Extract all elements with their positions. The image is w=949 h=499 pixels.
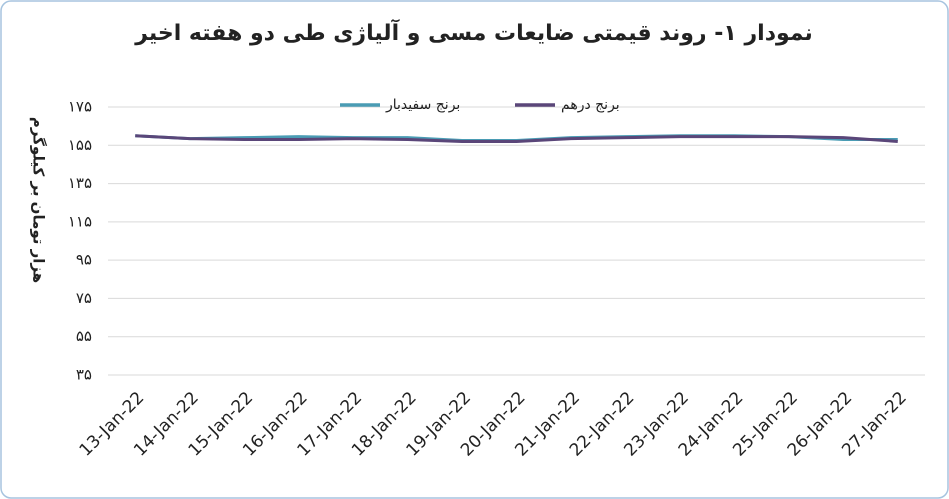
y-tick-label: ۱۱۵ [68, 212, 92, 230]
series-line [135, 134, 898, 143]
legend-label: برنج درهم [561, 97, 620, 113]
y-tick-label: ۵۵ [76, 327, 92, 345]
y-tick-label: ۱۵۵ [68, 136, 92, 154]
chart-title: نمودار ۱- روند قیمتی ضایعات مسی و آلیاژی… [134, 18, 813, 46]
y-tick-label: ۷۵ [76, 289, 92, 307]
y-tick-label: ۳۵ [76, 366, 92, 384]
legend-label: برنج سفیدبار [385, 97, 460, 113]
y-tick-label: ۹۵ [76, 251, 92, 269]
y-axis-label: هزار تومان بر کیلوگرم [30, 117, 48, 283]
y-tick-label: ۱۳۵ [68, 174, 92, 192]
y-tick-label: ۱۷۵ [68, 98, 92, 116]
